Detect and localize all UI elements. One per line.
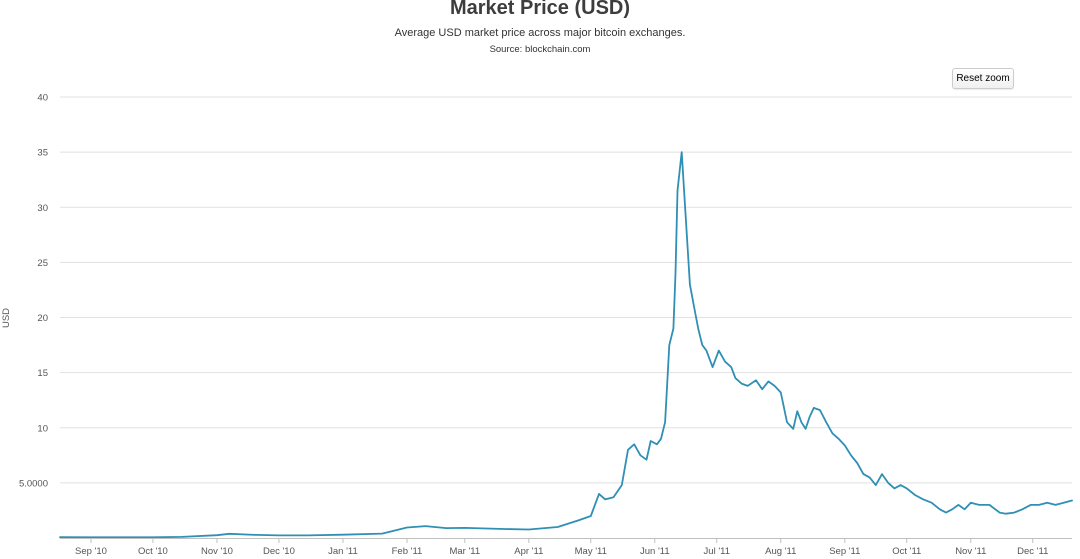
chart-subtitle: Average USD market price across major bi…	[395, 27, 686, 39]
series-line	[59, 151, 1073, 539]
y-tick-label: 35	[37, 148, 48, 159]
x-tick-label: Nov '11	[955, 546, 986, 557]
x-tick-label: Sep '10	[75, 546, 107, 557]
x-tick-label: Aug '11	[765, 546, 796, 557]
x-tick-label: Oct '10	[138, 546, 168, 557]
y-tick-label: 25	[37, 258, 48, 269]
y-axis-label: USD	[1, 308, 12, 328]
y-tick-label: 10	[37, 423, 48, 434]
x-tick-label: Jul '11	[704, 546, 730, 557]
y-tick-label: 20	[37, 313, 48, 324]
y-tick-label: 5.0000	[19, 478, 48, 489]
x-tick-label: Apr '11	[514, 546, 543, 557]
x-tick-label: Jun '11	[640, 546, 670, 557]
reset-zoom-button[interactable]: Reset zoom	[952, 68, 1014, 89]
x-tick-label: Nov '10	[201, 546, 233, 557]
x-tick-label: Jan '11	[328, 546, 358, 557]
x-tick-label: Dec '10	[263, 546, 295, 557]
x-tick-label: Mar '11	[449, 546, 480, 557]
y-tick-label: 30	[37, 203, 48, 214]
y-tick-label: 15	[37, 368, 48, 379]
x-tick-label: May '11	[575, 546, 607, 557]
y-axis-ticks: 5.0000 10 15 20 25 30 35 40	[19, 93, 48, 490]
x-axis-ticks: Sep '10 Oct '10 Nov '10 Dec '10 Jan '11 Feb '…	[75, 538, 1048, 557]
chart-source: Source: blockchain.com	[490, 44, 591, 55]
x-tick-label: Dec '11	[1017, 546, 1048, 557]
chart-title: Market Price (USD)	[450, 0, 630, 19]
y-tick-label: 40	[37, 93, 48, 104]
gridlines	[60, 96, 1072, 484]
x-tick-label: Sep '11	[829, 546, 860, 557]
price-series	[59, 151, 1073, 539]
x-tick-label: Oct '11	[892, 546, 921, 557]
x-tick-label: Feb '11	[392, 546, 423, 557]
